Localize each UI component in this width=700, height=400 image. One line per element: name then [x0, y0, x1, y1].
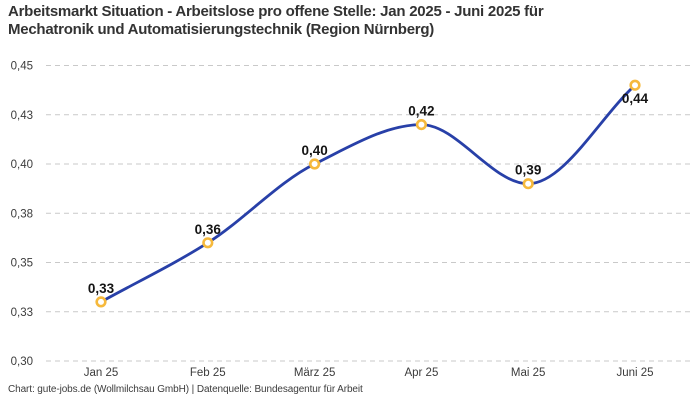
data-point-marker — [522, 178, 534, 190]
data-point-label: 0,36 — [195, 222, 222, 237]
data-point-label: 0,40 — [301, 143, 327, 158]
chart-title: Arbeitsmarkt Situation - Arbeitslose pro… — [8, 3, 694, 38]
y-axis-tick-label: 0,33 — [11, 307, 33, 319]
y-axis-tick-label: 0,30 — [11, 356, 33, 368]
data-point-marker — [309, 158, 321, 170]
y-axis-tick-label: 0,45 — [11, 61, 33, 73]
series-line — [99, 83, 637, 304]
y-axis-tick-label: 0,38 — [11, 208, 33, 220]
chart-title-line2: Mechatronik und Automatisierungstechnik … — [8, 20, 435, 38]
x-axis-label: Apr 25 — [404, 367, 438, 379]
data-point-marker — [629, 79, 641, 91]
data-point-marker — [415, 118, 428, 131]
data-point-marker — [95, 296, 107, 308]
y-axis-tick-label: 0,40 — [11, 159, 33, 171]
attribution-footer: Chart: gute-jobs.de (Wollmilchsau GmbH) … — [8, 384, 363, 395]
data-point-label: 0,39 — [515, 163, 541, 178]
data-point-label: 0,42 — [408, 104, 434, 119]
y-axis-tick-label: 0,35 — [11, 258, 33, 270]
x-axis-label: März 25 — [294, 367, 336, 379]
x-axis-label: Jan 25 — [84, 367, 119, 379]
chart-title-line1: Arbeitsmarkt Situation - Arbeitslose pro… — [8, 3, 544, 20]
y-axis-tick-label: 0,43 — [11, 110, 33, 122]
data-point-label: 0,33 — [88, 281, 115, 296]
data-point-marker — [202, 237, 214, 249]
data-point-label: 0,44 — [622, 91, 649, 106]
x-axis-label: Mai 25 — [511, 367, 546, 379]
x-axis-label: Feb 25 — [190, 367, 226, 379]
x-axis-label: Juni 25 — [616, 367, 653, 379]
